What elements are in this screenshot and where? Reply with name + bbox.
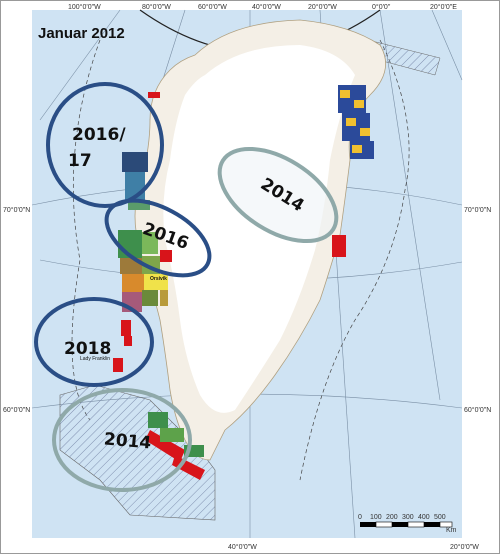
grid-label-top: 100°0'0"W	[68, 3, 101, 11]
oval-2014-south: 2014	[52, 388, 192, 492]
oval-label: 2016/	[72, 125, 126, 145]
scale-tick: 100	[370, 514, 382, 521]
grid-label-left: 60°0'0"N	[3, 406, 30, 414]
grid-label-top: 20°0'0"W	[308, 3, 337, 11]
scale-tick: 200	[386, 514, 398, 521]
oval-label: 2018	[64, 339, 111, 359]
licence-blocks-west	[118, 152, 168, 312]
scale-unit: Km	[446, 527, 457, 534]
place-label-lady-franklin: Lady Franklin	[80, 356, 110, 362]
ice-sheet	[163, 45, 355, 413]
grid-label-right: 70°0'0"N	[464, 206, 491, 214]
oval-2014-east: 2014	[217, 146, 339, 244]
hatched-area-south	[59, 384, 216, 521]
grid-label-left: 70°0'0"N	[3, 206, 30, 214]
place-label-orsivik: Orsivik	[150, 276, 167, 282]
grid-label-top: 40°0'0"W	[252, 3, 281, 11]
green-blocks-south	[148, 412, 204, 457]
scale-bar: 0 100 200 300 400 500 Km	[358, 514, 457, 534]
licence-blocks-northeast	[338, 85, 374, 159]
map-title: Januar 2012	[38, 25, 125, 42]
grid-label-right: 60°0'0"N	[464, 406, 491, 414]
red-licence-blocks	[113, 92, 346, 480]
grid-label-bottom: 40°0'0"W	[228, 543, 257, 551]
grid-label-top: 80°0'0"W	[142, 3, 171, 11]
grid-label-top: 0°0'0"	[372, 3, 391, 11]
oval-label: 2014	[103, 429, 152, 453]
grid-label-top: 60°0'0"W	[198, 3, 227, 11]
oval-2016-17: 2016/ 17	[46, 82, 164, 208]
scale-tick: 500	[434, 514, 446, 521]
eez-line-east	[299, 39, 410, 481]
grid-label-bottom: 20°0'0"W	[450, 543, 479, 551]
scale-tick: 300	[402, 514, 414, 521]
scale-tick: 0	[358, 514, 362, 521]
scale-tick: 400	[418, 514, 430, 521]
oval-2018: 2018	[34, 297, 154, 387]
oval-label: 17	[68, 151, 92, 171]
grid-label-top: 20°0'0"E	[430, 3, 457, 11]
